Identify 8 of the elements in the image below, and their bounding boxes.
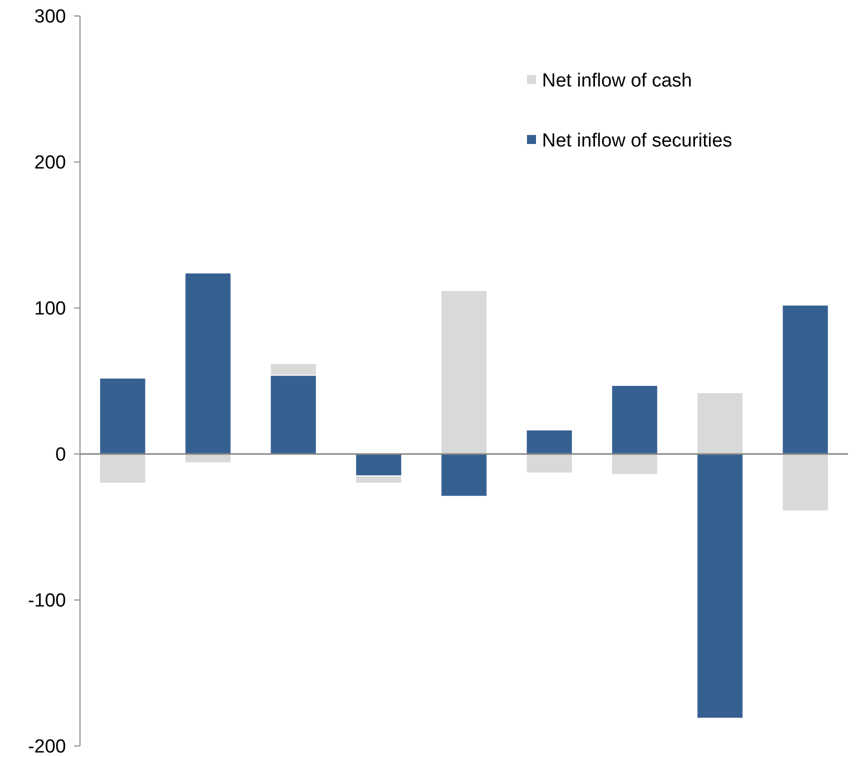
y-tick-label: -100 bbox=[28, 590, 66, 612]
legend-label: Net inflow of cash bbox=[542, 70, 692, 92]
y-tick-label: 200 bbox=[34, 152, 66, 174]
y-tick-label: 100 bbox=[34, 298, 66, 320]
y-tick-label: 300 bbox=[34, 6, 66, 28]
y-tick-label: -200 bbox=[28, 736, 66, 757]
legend-label: Net inflow of securities bbox=[542, 130, 732, 152]
y-tick-label: 0 bbox=[55, 444, 66, 466]
